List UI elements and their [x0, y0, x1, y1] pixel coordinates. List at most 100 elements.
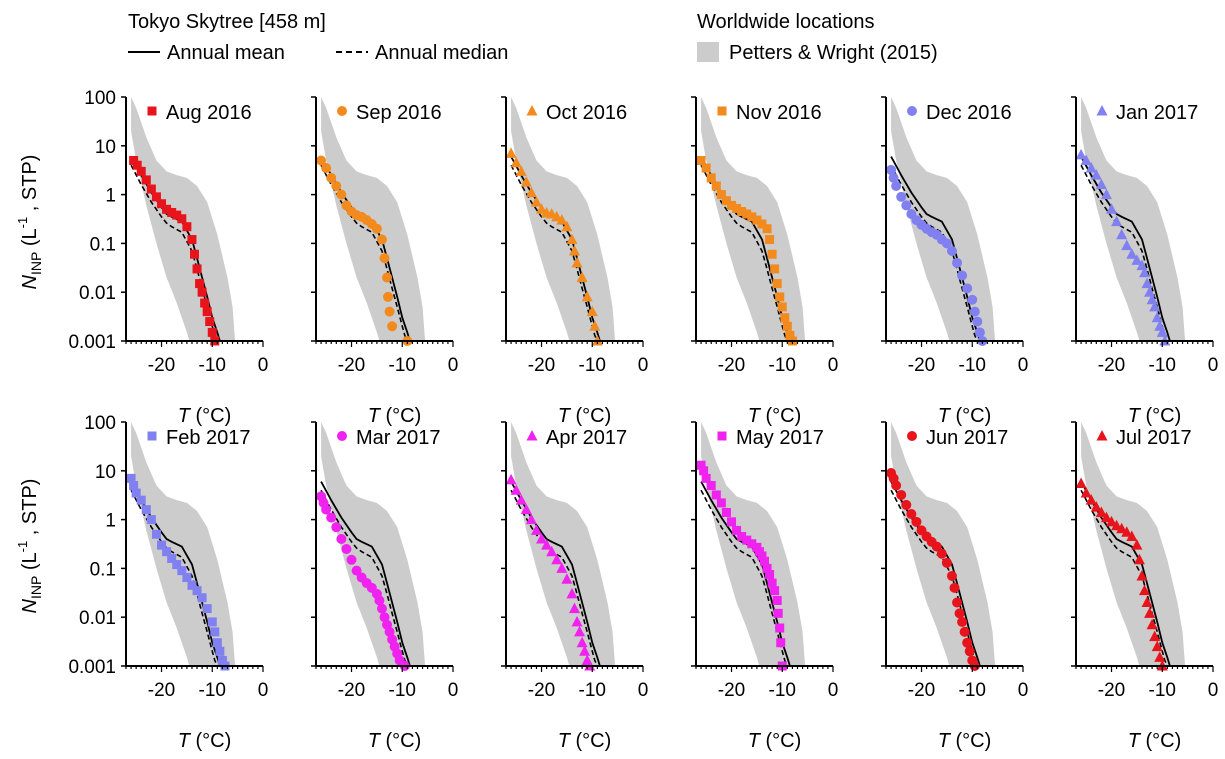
data-point	[1146, 618, 1158, 630]
data-point	[775, 623, 785, 633]
petters-band	[1081, 97, 1186, 341]
data-point	[732, 203, 742, 213]
y-axis-title-bottom: NINP (L-1 , STP)	[15, 479, 44, 614]
data-point	[770, 586, 780, 596]
x-tick-label: -10	[1149, 355, 1176, 376]
x-tick-label: -10	[199, 680, 226, 701]
data-points	[316, 491, 410, 671]
x-tick-label: -20	[148, 680, 175, 701]
x-tick-label: -20	[528, 355, 555, 376]
y-tick-label: 0.1	[90, 234, 116, 255]
data-point	[1095, 506, 1107, 517]
y-tick-label: 1	[105, 186, 116, 207]
data-point	[752, 215, 762, 225]
x-axis-title: T (°C)	[558, 730, 612, 752]
legend-annual-median: Annual median	[375, 42, 508, 64]
data-point	[896, 489, 907, 500]
panel-aug-2016: 100 10 1 0.1 0.01 0.001 -20 -10 0 T (°C) Aug 2016	[68, 88, 268, 427]
data-point	[957, 270, 968, 281]
data-point	[157, 199, 167, 209]
x-tick-label: 0	[448, 680, 459, 701]
x-axis-title: T (°C)	[368, 405, 422, 427]
x-tick-label: 0	[1208, 680, 1219, 701]
data-point	[1100, 511, 1112, 523]
data-point	[212, 638, 222, 648]
data-point	[721, 196, 731, 206]
data-point	[1100, 188, 1112, 200]
data-point	[1136, 569, 1148, 581]
data-point	[586, 305, 598, 317]
data-point	[696, 460, 706, 470]
data-point	[1106, 203, 1118, 214]
data-point	[699, 466, 709, 476]
x-tick-label: 0	[828, 680, 839, 701]
data-point	[780, 313, 790, 323]
data-point	[711, 490, 721, 500]
data-point	[716, 498, 726, 508]
data-point	[952, 597, 963, 608]
data-point	[167, 207, 177, 217]
data-point	[561, 220, 573, 232]
data-point	[505, 473, 517, 485]
x-tick-label: -10	[389, 680, 416, 701]
data-point	[574, 625, 586, 637]
x-tick-label: -10	[959, 355, 986, 376]
data-point	[316, 155, 327, 166]
data-point	[1095, 178, 1107, 190]
data-point	[546, 545, 558, 557]
panel-jun-2017: -20 -10 0 T (°C) Jun 2017	[881, 421, 1028, 752]
data-point	[721, 507, 731, 517]
data-point	[321, 163, 332, 174]
data-point	[326, 512, 337, 523]
y-axis-title-text: NINP (L-1 , STP)	[15, 479, 44, 614]
data-points	[505, 473, 596, 671]
legend-band-swatch	[697, 42, 719, 62]
x-tick-label: -20	[338, 355, 365, 376]
panel-label: Jan 2017	[1116, 102, 1198, 124]
panel-label: Sep 2016	[356, 102, 442, 124]
data-point	[131, 488, 141, 498]
panel-marker	[1096, 430, 1108, 441]
data-point	[762, 563, 772, 573]
data-point	[346, 554, 357, 565]
x-tick-label: -20	[338, 680, 365, 701]
data-point	[757, 551, 767, 561]
data-point	[576, 636, 588, 648]
data-point	[765, 569, 775, 579]
legend-annual-mean: Annual mean	[167, 42, 285, 64]
data-point	[566, 587, 578, 599]
legend-worldwide-title: Worldwide locations	[697, 11, 875, 33]
data-point	[949, 582, 960, 593]
data-point	[182, 573, 192, 583]
data-point	[571, 256, 583, 268]
data-point	[379, 612, 390, 623]
data-point	[931, 541, 942, 552]
data-point	[136, 166, 146, 176]
data-point	[536, 203, 548, 214]
data-point	[1085, 494, 1097, 505]
data-point	[772, 279, 782, 289]
data-point	[141, 505, 151, 515]
data-point	[530, 524, 542, 535]
panel-marker	[1096, 105, 1108, 116]
data-point	[202, 604, 212, 614]
data-point	[1121, 239, 1133, 251]
data-point	[129, 155, 139, 165]
data-point	[210, 627, 220, 637]
data-point	[891, 181, 902, 192]
data-point	[777, 302, 787, 312]
legend-tokyo-title: Tokyo Skytree [458 m]	[128, 11, 326, 33]
data-point	[187, 235, 197, 245]
data-point	[962, 637, 973, 648]
panel-feb-2017: 100 10 1 0.1 0.01 0.001 -20 -10 0 T (°C) Feb 2017	[68, 413, 268, 752]
data-point	[1121, 526, 1133, 537]
data-point	[727, 517, 737, 527]
data-point	[911, 516, 922, 527]
data-point	[737, 207, 747, 217]
data-point	[205, 317, 215, 327]
data-point	[785, 330, 795, 340]
data-point	[581, 290, 593, 302]
x-tick-label: -20	[908, 355, 935, 376]
